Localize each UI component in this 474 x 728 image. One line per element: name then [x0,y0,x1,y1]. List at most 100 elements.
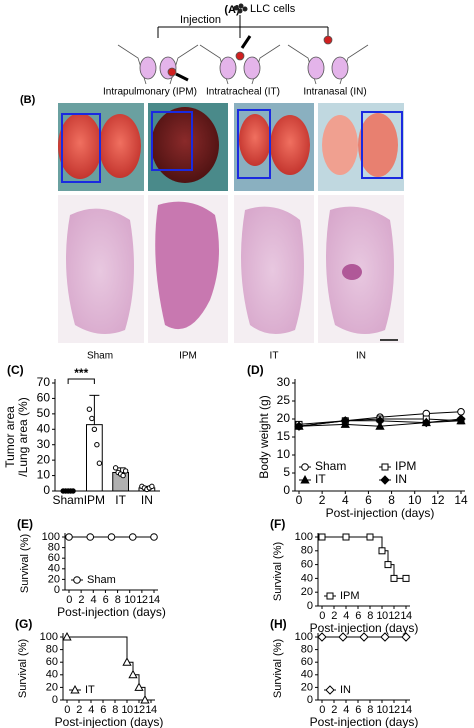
x-tick-label: 8 [367,704,373,716]
x-tick-label: 4 [88,704,94,716]
y-tick-label: 30 [37,437,51,451]
x-tick-label: IPM [84,493,105,507]
x-tick-label: 10 [124,594,136,606]
x-tick-label: 12 [136,594,148,606]
marker [380,632,390,642]
gross-photos [58,103,404,191]
data-point [96,460,103,466]
y-axis-label: Survival (%) [272,639,284,698]
route-label: Intrapulmonary (IPM) [103,87,197,98]
y-axis-label: Survival (%) [272,542,284,601]
y-tick-label: 80 [48,542,60,554]
marker [456,414,466,424]
x-tick-label: 12 [133,704,145,716]
x-axis-label: Post-injection (days) [310,621,419,635]
marker [140,694,150,704]
panel-label: (F) [270,517,285,531]
y-tick-label: 50 [37,406,51,420]
y-tick-label: 60 [37,391,51,405]
x-axis-label: Post-injection (days) [57,605,166,619]
marker [317,632,327,642]
data-point [91,426,98,432]
marker [122,657,132,666]
y-tick-label: 80 [301,644,313,656]
marker [380,475,390,485]
injection-label: Injection [180,14,221,26]
y-tick-label: 80 [46,644,58,656]
group-label: IN [356,351,366,362]
legend-label: IPM [340,590,360,602]
x-tick-label: 14 [145,704,157,716]
x-tick-label: 2 [78,594,84,606]
x-tick-label: 0 [319,704,325,716]
y-tick-label: 0 [43,483,50,497]
y-tick-label: 5 [283,465,290,479]
legend-label: Sham [87,574,116,586]
x-tick-label: 8 [115,594,121,606]
marker [342,533,350,541]
y-tick-label: 20 [46,681,58,693]
panel-label: (A) [224,4,240,16]
y-tick-label: 10 [37,468,51,482]
y-tick-label: 20 [301,586,313,598]
x-tick-label: 14 [454,493,468,507]
y-tick-label: 0 [283,483,290,497]
y-tick-label: 25 [277,393,291,407]
y-tick-label: 20 [301,681,313,693]
x-tick-label: 2 [331,610,337,622]
group-label: IT [270,351,279,362]
marker [340,416,350,426]
x-tick-label: 2 [331,704,337,716]
data-point [89,415,95,422]
y-tick-label: 70 [37,375,51,389]
x-tick-label: 4 [343,610,349,622]
marker [128,669,138,679]
y-tick-label: 0 [52,694,58,706]
x-tick-label: 14 [400,610,412,622]
y-tick-label: 40 [48,563,60,575]
marker [128,533,137,541]
y-tick-label: 10 [277,447,291,461]
y-axis-label: /Lung area (%) [16,397,30,476]
y-tick-label: 100 [295,631,313,643]
x-tick-label: 12 [388,704,400,716]
y-tick-label: 100 [295,531,313,543]
x-tick-label: 6 [103,594,109,606]
data-point [149,483,155,490]
marker [359,632,369,642]
y-tick-label: 60 [301,559,313,571]
y-tick-label: 15 [277,429,291,443]
x-tick-label: 6 [355,610,361,622]
group-label: IPM [179,351,197,362]
marker [338,632,348,642]
y-tick-label: 0 [54,584,60,596]
legend-label: IT [85,684,95,696]
route-label: Intranasal (IN) [303,87,366,98]
mouse-illustrations [117,35,369,85]
marker [301,463,309,471]
marker [457,408,465,416]
legend-label: IT [315,472,326,486]
x-axis-label: Post-injection (days) [326,506,435,520]
marker [300,474,310,484]
x-tick-label: Sham [52,493,83,507]
data-point [86,406,93,412]
marker [86,533,95,541]
y-tick-label: 20 [37,452,51,466]
y-tick-label: 40 [46,669,58,681]
y-tick-label: 60 [301,656,313,668]
panel-label: (G) [15,617,32,631]
histology [58,195,404,343]
y-tick-label: 60 [46,656,58,668]
y-tick-label: 0 [307,694,313,706]
route-label: Intratracheal (IT) [206,87,280,98]
x-tick-label: 2 [319,493,326,507]
panel-label: (H) [270,617,287,631]
panel-label: (E) [17,517,33,531]
x-tick-label: 12 [388,610,400,622]
marker [381,463,389,471]
legend-label: IPM [395,459,416,473]
x-tick-label: 14 [148,594,160,606]
marker [62,631,72,641]
survival-line [67,636,146,700]
